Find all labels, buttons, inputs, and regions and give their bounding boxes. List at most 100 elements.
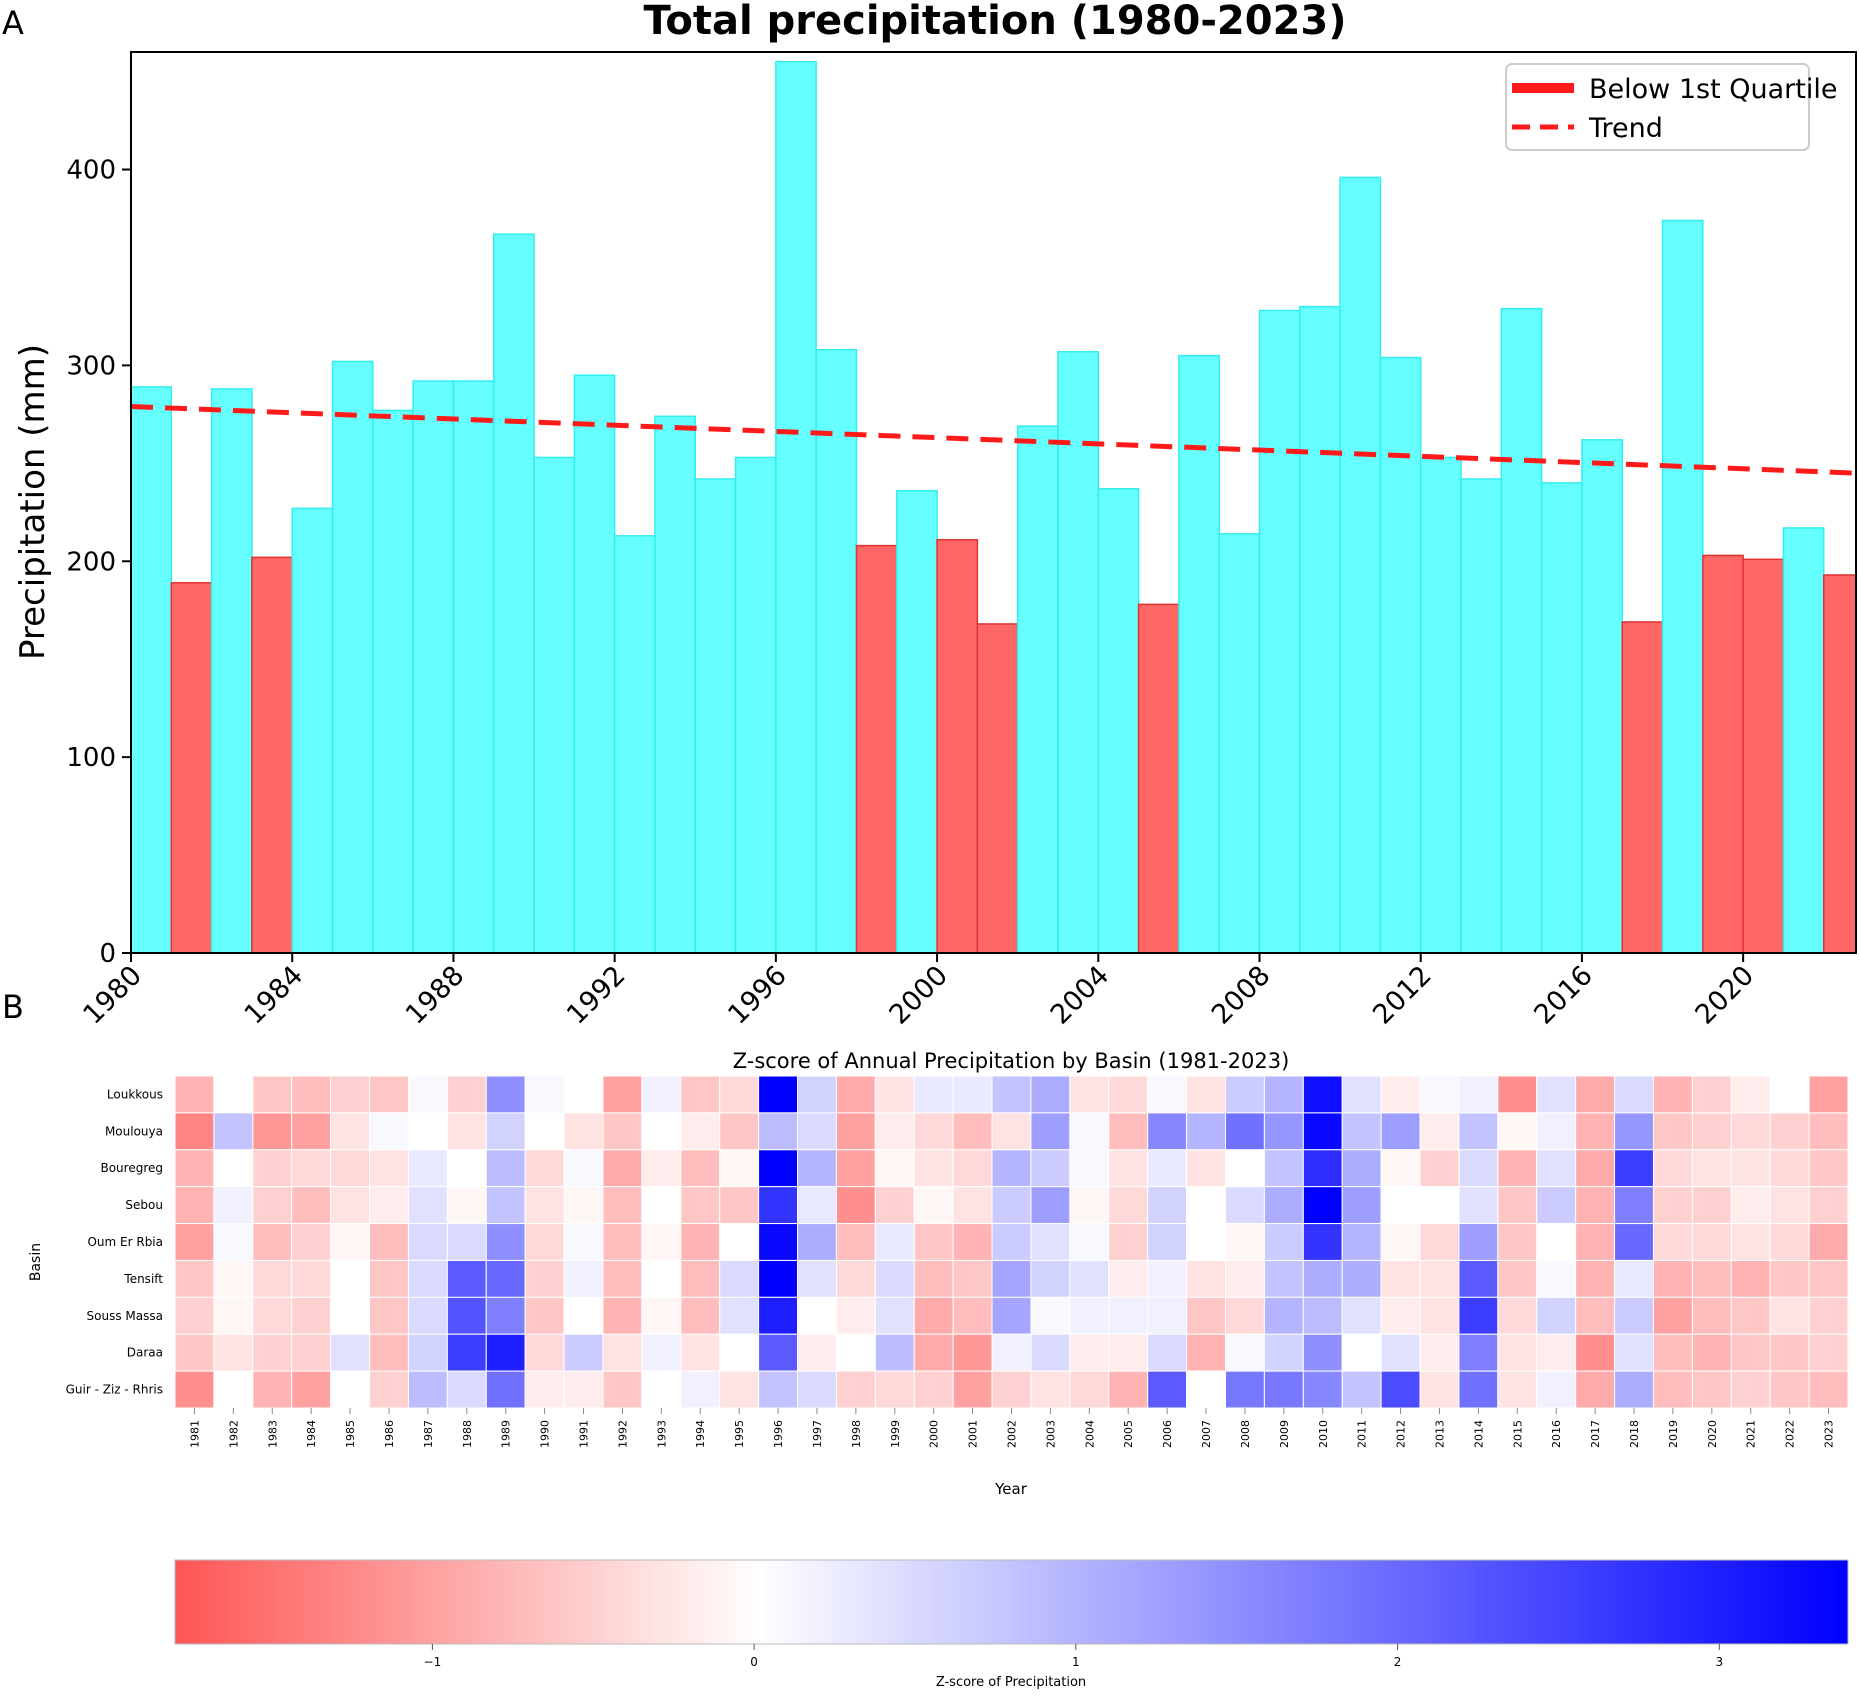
heatmap-cell (563, 1370, 604, 1409)
heatmap-cell (913, 1186, 954, 1225)
heatmap-cell (1575, 1370, 1616, 1409)
heatmap-cell (407, 1333, 448, 1372)
heatmap-cell (719, 1223, 760, 1261)
year-label: 2004 (1083, 1420, 1096, 1448)
bar-group (131, 61, 1856, 953)
heatmap-cell (641, 1259, 682, 1298)
heatmap-cell (797, 1333, 837, 1372)
bar (533, 456, 576, 953)
heatmap-cell (1030, 1296, 1071, 1335)
heatmap-cell (1536, 1112, 1577, 1151)
heatmap-cell (485, 1149, 526, 1188)
heatmap-cell (330, 1223, 371, 1261)
heatmap-cell (835, 1075, 876, 1114)
heatmap-cell (1652, 1370, 1693, 1409)
heatmap-cell (1730, 1296, 1771, 1335)
heatmap-cell (602, 1075, 643, 1114)
heatmap-cell (1614, 1223, 1654, 1261)
year-label: 1992 (616, 1420, 629, 1448)
heatmap-cell (602, 1186, 643, 1225)
heatmap-cell (1030, 1259, 1071, 1298)
heatmap-cell (252, 1223, 293, 1261)
heatmap-cell (1575, 1259, 1616, 1298)
heatmap-cell (1108, 1149, 1149, 1188)
heatmap-cell (874, 1333, 915, 1372)
heatmap-cell (1575, 1223, 1616, 1261)
colorbar-tick-label: 1 (1072, 1655, 1080, 1669)
year-label: 2011 (1356, 1420, 1369, 1448)
year-label: 2003 (1044, 1420, 1057, 1448)
heatmap-cell (719, 1186, 760, 1225)
heatmap-cell (524, 1112, 565, 1151)
heatmap-cell (1069, 1112, 1110, 1151)
year-label: 2007 (1200, 1420, 1213, 1448)
heatmap-cell (1614, 1370, 1654, 1409)
bar (1299, 305, 1341, 953)
heatmap-cell (291, 1296, 332, 1335)
heatmap-cell (1691, 1223, 1732, 1261)
heatmap-cell (874, 1223, 915, 1261)
heatmap-cell (1302, 1370, 1343, 1409)
heatmap-cell (1341, 1333, 1382, 1372)
heatmap-cell (1147, 1296, 1188, 1335)
year-label: 2005 (1122, 1420, 1135, 1448)
year-label: 1987 (422, 1420, 435, 1448)
basin-label: Bouregreg (100, 1161, 163, 1175)
year-label: 1981 (188, 1420, 201, 1448)
heatmap-cell (1302, 1223, 1343, 1261)
colorbar-tick-label: 3 (1715, 1655, 1723, 1669)
legend: Below 1st Quartile Trend (1505, 63, 1837, 151)
heatmap-cell (1108, 1075, 1149, 1114)
year-label: 1982 (227, 1420, 240, 1448)
heatmap-cell (1575, 1186, 1616, 1225)
heatmap-cell (1108, 1112, 1149, 1151)
heatmap-cell (1730, 1149, 1771, 1188)
heatmap-cell (1302, 1149, 1343, 1188)
heatmap-cell (991, 1333, 1032, 1372)
year-label: 2002 (1006, 1420, 1019, 1448)
heatmap-cell (252, 1259, 293, 1298)
heatmap-cell (680, 1186, 721, 1225)
heatmap-cell (913, 1112, 954, 1151)
year-label: 2023 (1823, 1420, 1836, 1448)
heatmap-cell (680, 1370, 721, 1409)
heatmap-cell (758, 1186, 799, 1225)
heatmap-cell (913, 1296, 954, 1335)
heatmap-cell (758, 1112, 799, 1151)
heatmap-cell (1108, 1370, 1149, 1409)
heatmap-cell (1224, 1075, 1265, 1114)
heatmap-cell (174, 1296, 215, 1335)
y-tick-label: 300 (66, 351, 116, 381)
bar (855, 544, 898, 953)
heatmap-cell (1652, 1223, 1693, 1261)
heatmap-cell (563, 1223, 604, 1261)
heatmap-cell (369, 1075, 409, 1114)
heatmap-cell (1224, 1112, 1265, 1151)
heatmap-cell (174, 1370, 215, 1409)
heatmap-cell (252, 1186, 293, 1225)
heatmap-cell (1652, 1296, 1693, 1335)
heatmap-cell (1069, 1186, 1110, 1225)
year-label: 1996 (772, 1420, 785, 1448)
heatmap-cell (1730, 1259, 1771, 1298)
bar (1097, 488, 1140, 953)
heatmap-cell (1147, 1370, 1188, 1409)
heatmap-cell (369, 1112, 409, 1151)
heatmap-cell (1808, 1259, 1849, 1298)
x-tick-label: 2020 (1690, 960, 1761, 1031)
heatmap-cell (213, 1223, 254, 1261)
x-tick-label: 2000 (884, 960, 955, 1031)
heatmap-cell (1341, 1370, 1382, 1409)
heatmap-cell (1147, 1223, 1188, 1261)
bar (976, 623, 1019, 953)
heatmap-cell (1341, 1296, 1382, 1335)
heatmap-cell (758, 1223, 799, 1261)
heatmap-cell (1769, 1296, 1810, 1335)
basin-label: Daraa (127, 1346, 163, 1360)
heatmap-cell (1341, 1259, 1382, 1298)
heatmap-cell (1458, 1259, 1499, 1298)
heatmap-cell (1147, 1259, 1188, 1298)
heatmap-cell (213, 1296, 254, 1335)
